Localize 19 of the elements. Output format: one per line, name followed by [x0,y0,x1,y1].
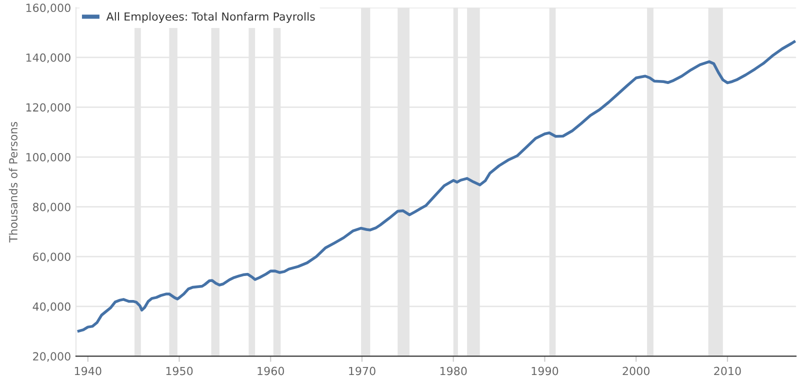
x-tick-label: 1950 [166,366,193,376]
y-tick-label: 140,000 [26,53,70,63]
x-tick-label: 1980 [440,366,467,376]
x-tick-label: 1970 [349,366,376,376]
x-tick-label: 2000 [622,366,650,376]
line-series [77,40,796,332]
x-tick-label: 1960 [258,366,284,376]
y-tick-label: 120,000 [26,103,70,113]
x-tick-label: 2010 [714,366,741,376]
legend-label: All Employees: Total Nonfarm Payrolls [106,12,315,23]
y-tick-label: 20,000 [33,352,70,362]
x-tick-label: 1990 [532,366,558,376]
x-tick-label: 1940 [74,366,102,376]
y-axis-title: Thousands of Persons [8,122,18,242]
y-tick-label: 100,000 [26,153,70,163]
y-tick-label: 40,000 [32,302,70,312]
y-tick-label: 160,000 [26,4,70,14]
y-tick-label: 80,000 [33,202,70,212]
y-tick-label: 60,000 [33,252,70,262]
